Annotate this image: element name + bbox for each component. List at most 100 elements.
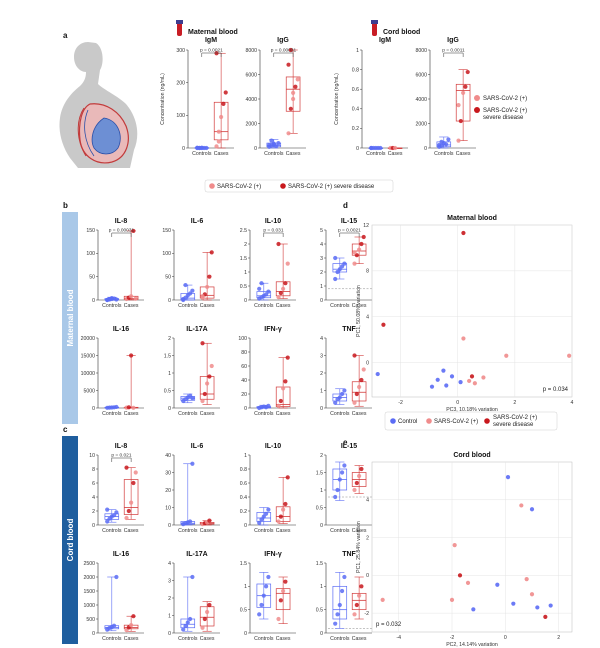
y-tick-label: 4 (92, 495, 95, 501)
cases-data-point (276, 519, 281, 524)
cases-data-point (124, 628, 129, 633)
y-tick-label: 10000 (81, 371, 96, 377)
controls-data-point (261, 514, 266, 519)
boxplot-a-igm: IgM 0 0.2 0.4 0.6 0.8 1 Controls Cases Concentrat… (334, 37, 408, 157)
legend-a-case: SARS-CoV-2 (+) (483, 96, 527, 102)
cases-data-point (276, 241, 281, 247)
y-tick-label: 1.5 (316, 561, 323, 567)
y-tick-label: 0.4 (352, 107, 359, 113)
y-tick-label: 1 (244, 453, 247, 459)
y-tick-label: 0 (320, 406, 323, 412)
x-category-controls: Controls (254, 303, 274, 309)
y-tick-label: 0 (244, 523, 247, 529)
case-point (567, 353, 572, 358)
case-point (452, 543, 457, 548)
cases-data-point (207, 274, 212, 279)
control-point (529, 507, 535, 512)
cases-data-point (131, 480, 136, 486)
y-tick-label: 0 (320, 523, 323, 529)
y-tick-label: 6000 (415, 72, 427, 78)
y-tick-label: 0 (320, 298, 323, 304)
controls-data-point (188, 291, 193, 296)
y-tick-label: 8 (366, 269, 369, 275)
controls-data-point (190, 396, 195, 401)
x-category-controls: Controls (330, 528, 350, 534)
y-tick-label: 1 (244, 270, 247, 276)
control-point (449, 374, 455, 379)
x-tick-label: 0 (456, 400, 459, 406)
cases-data-point (361, 234, 366, 240)
plot-title: Cord blood (453, 452, 490, 459)
y-tick-label: 8000 (245, 48, 257, 54)
controls-data-point (340, 264, 345, 269)
cases-data-point (357, 247, 362, 252)
case-point (529, 592, 535, 597)
y-tick-label: 8000 (415, 48, 427, 54)
controls-data-point (114, 297, 119, 302)
controls-data-point (266, 507, 271, 512)
cases-data-point (286, 131, 291, 136)
cases-data-point (131, 614, 136, 619)
y-tick-label: 0 (254, 146, 257, 152)
boxplot-a-igg: IgG 0 2000 4000 6000 8000 Controls Cases p = 0.0… (245, 37, 306, 157)
y-tick-label: 1 (320, 284, 323, 290)
case-point (465, 580, 471, 585)
p-value-label: p = 0.032 (376, 622, 402, 628)
maternal-tube-icon (176, 20, 183, 36)
y-tick-label: 0 (244, 406, 247, 412)
plot-title: IL-6 (191, 443, 204, 450)
y-tick-label: 0 (366, 360, 369, 366)
y-tick-label: 200 (176, 80, 185, 86)
plot-title: IL-10 (265, 443, 281, 450)
boxplot-c-il-6: IL-6 0 10 20 30 40 Controls Cases (165, 443, 220, 534)
cases-data-point (283, 281, 288, 286)
cases-data-point (209, 250, 214, 255)
plot-title: IFN-γ (264, 326, 282, 333)
cases-data-point (276, 403, 281, 408)
y-tick-label: 20 (165, 488, 171, 494)
legend-ab: SARS-CoV-2 (+) SARS-CoV-2 (+) severe dis… (204, 179, 394, 193)
x-category-cases: Cases (352, 636, 367, 642)
cases-box (275, 506, 291, 522)
case-point (472, 381, 477, 386)
severe-point (543, 614, 548, 619)
significance-bracket (201, 52, 222, 57)
controls-box (332, 585, 348, 620)
controls-data-point (271, 141, 276, 146)
x-category-controls: Controls (434, 151, 454, 157)
cases-data-point (352, 400, 357, 405)
control-point (429, 384, 435, 389)
y-tick-label: 0 (182, 146, 185, 152)
x-category-controls: Controls (192, 151, 212, 157)
panel-c-letter: c (63, 425, 68, 434)
y-tick-label: 3 (320, 353, 323, 359)
cases-data-point (276, 616, 281, 622)
cases-data-point (465, 69, 470, 75)
y-tick-label: 2 (320, 371, 323, 377)
y-tick-label: 60 (241, 364, 247, 370)
controls-data-point (114, 510, 119, 515)
controls-data-point (259, 602, 264, 608)
y-tick-label: 2 (168, 336, 171, 342)
y-tick-label: 0 (168, 523, 171, 529)
y-tick-label: 5 (320, 228, 323, 234)
p-value-label: p = 0.034 (543, 387, 569, 393)
cases-data-point (359, 584, 364, 589)
case-point (481, 375, 486, 380)
cases-data-point (359, 377, 364, 383)
p-value-label: p = 0.00031 (109, 228, 135, 234)
control-point (535, 605, 540, 610)
x-category-controls: Controls (254, 411, 274, 417)
x-category-controls: Controls (330, 636, 350, 642)
cases-data-point (278, 514, 283, 519)
cases-data-point (202, 616, 207, 622)
cases-data-point (219, 114, 224, 120)
plot-title: IgG (277, 37, 289, 44)
y-tick-label: 1.5 (240, 256, 247, 262)
cases-data-point (200, 625, 205, 630)
x-category-cases: Cases (352, 411, 367, 417)
boxplot-b-ifn-: IFN-γ 0 20 40 60 80 100 Controls Cases (238, 326, 296, 417)
controls-data-point (340, 391, 345, 397)
